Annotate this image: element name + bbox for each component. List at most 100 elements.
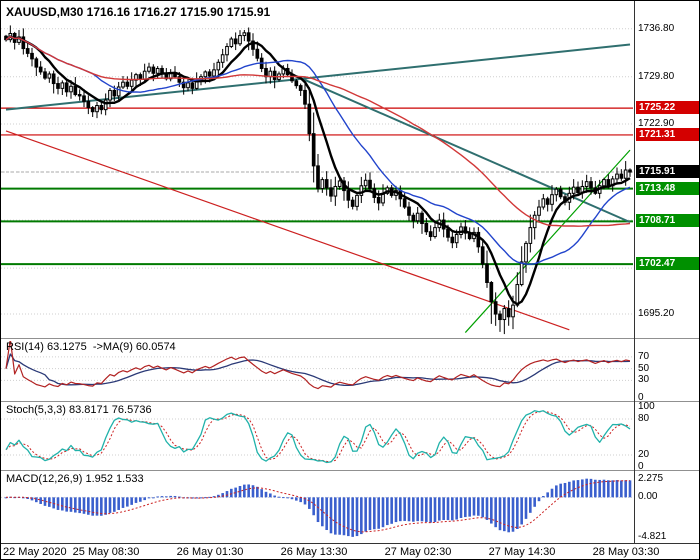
macd-histogram-bar xyxy=(78,497,81,514)
macd-histogram-bar xyxy=(355,497,359,537)
macd-histogram-bar xyxy=(251,485,255,498)
candle-body xyxy=(424,223,429,233)
candle-body xyxy=(320,179,325,190)
candle-body xyxy=(34,58,39,68)
candle-body xyxy=(303,89,307,105)
macd-histogram-bar xyxy=(312,497,315,516)
macd-histogram-bar xyxy=(563,482,567,498)
candle-body xyxy=(38,66,43,73)
macd-histogram-bar xyxy=(533,497,536,507)
candle-body xyxy=(30,52,34,60)
macd-histogram-bar xyxy=(373,497,376,530)
macd-histogram-bar xyxy=(576,480,580,498)
candle-body xyxy=(129,79,134,87)
candle-body xyxy=(103,99,108,111)
candle-body xyxy=(602,179,606,187)
symbol-quote-title: XAUUSD,M30 1716.16 1716.27 1715.90 1715.… xyxy=(6,5,271,19)
candle-body xyxy=(515,284,520,306)
candle-body xyxy=(216,61,221,71)
macd-histogram-bar xyxy=(39,497,42,504)
macd-histogram-bar xyxy=(507,497,510,533)
candle-body xyxy=(428,231,433,238)
macd-histogram-bar xyxy=(342,497,346,536)
macd-histogram-bar xyxy=(442,497,445,521)
macd-histogram-bar xyxy=(295,497,298,501)
macd-histogram-bar xyxy=(134,497,138,503)
candle-body xyxy=(554,188,559,196)
candle-body xyxy=(480,246,485,265)
candle-body xyxy=(589,181,593,189)
macd-histogram-bar xyxy=(412,497,415,522)
candle-body xyxy=(346,190,351,201)
macd-histogram-bar xyxy=(459,497,463,518)
macd-histogram-bar xyxy=(234,487,237,498)
candle-body xyxy=(519,261,524,286)
macd-histogram-bar xyxy=(598,479,601,498)
candle-body xyxy=(233,38,238,45)
macd-signal-line xyxy=(5,480,631,533)
candle-body xyxy=(47,73,52,79)
candle-body xyxy=(329,187,333,197)
macd-histogram-bar xyxy=(308,497,311,509)
candle-body xyxy=(558,188,563,198)
candle-body xyxy=(220,54,225,63)
macd-histogram-bar xyxy=(204,497,207,499)
macd-histogram-bar xyxy=(48,497,51,507)
candle-body xyxy=(498,313,502,321)
macd-histogram-bar xyxy=(338,497,341,535)
slow-ma-line xyxy=(5,35,631,227)
candle-body xyxy=(181,81,186,89)
macd-histogram-bar xyxy=(165,496,168,498)
macd-histogram-bar xyxy=(628,480,632,498)
candle-body xyxy=(324,179,329,189)
macd-histogram-bar xyxy=(273,495,276,498)
candle-body xyxy=(251,40,255,50)
candle-body xyxy=(142,70,147,80)
macd-histogram-bar xyxy=(100,497,103,516)
candle-body xyxy=(151,66,156,74)
macd-histogram-bar xyxy=(438,497,441,521)
green-ascending-trendline[interactable] xyxy=(464,149,631,333)
candle-body xyxy=(350,199,355,207)
candle-body xyxy=(615,173,619,180)
macd-histogram-bar xyxy=(360,497,363,535)
descending-trendline[interactable] xyxy=(300,77,631,224)
candle-body xyxy=(446,228,450,238)
macd-histogram-bar xyxy=(121,497,125,508)
candle-body xyxy=(246,32,251,42)
macd-histogram-bar xyxy=(191,497,194,499)
macd-histogram-bar xyxy=(256,486,259,498)
candle-body xyxy=(550,194,554,205)
macd-histogram-bar xyxy=(503,497,506,532)
macd-histogram-bar xyxy=(22,497,25,499)
candle-body xyxy=(541,198,546,208)
candle-body xyxy=(528,227,533,244)
red-descending-trendline[interactable] xyxy=(5,130,570,331)
candle-body xyxy=(316,165,320,190)
candle-body xyxy=(229,38,234,48)
candle-body xyxy=(155,67,160,74)
macd-histogram-bar xyxy=(494,497,497,528)
candle-body xyxy=(628,169,632,173)
macd-histogram-bar xyxy=(303,497,307,505)
macd-histogram-bar xyxy=(485,497,489,520)
macd-histogram-bar xyxy=(117,497,120,510)
macd-histogram-bar xyxy=(4,497,8,499)
candle-body xyxy=(489,281,494,303)
candle-body xyxy=(476,231,481,248)
macd-histogram-bar xyxy=(537,497,541,502)
macd-pane xyxy=(1,478,633,537)
main-price-pane xyxy=(1,25,633,335)
macd-histogram-bar xyxy=(139,497,142,502)
macd-histogram-bar xyxy=(399,497,402,522)
stoch-indicator-title: Stoch(5,3,3) 83.8171 76.5736 xyxy=(6,404,152,416)
candle-body xyxy=(147,66,151,72)
candle-body xyxy=(333,185,338,197)
candle-body xyxy=(186,82,190,89)
macd-histogram-bar xyxy=(472,497,476,516)
candle-body xyxy=(376,196,381,204)
macd-histogram-bar xyxy=(433,497,437,523)
candle-body xyxy=(112,89,117,97)
